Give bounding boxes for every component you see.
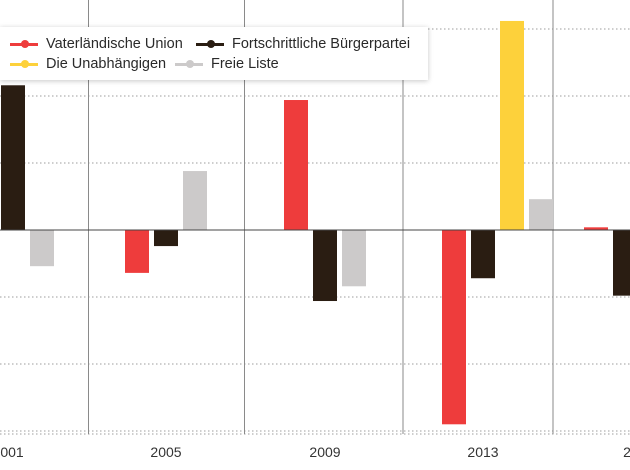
- bar-fortschrittliche-b-rgerpartei-2009[interactable]: [313, 230, 337, 302]
- legend-swatch: [10, 60, 38, 68]
- x-tick-label: 2: [623, 444, 630, 460]
- x-tick-label: 2009: [309, 444, 340, 460]
- legend-swatch: [175, 60, 203, 68]
- bar-fortschrittliche-b-rgerpartei-2017[interactable]: [613, 230, 630, 296]
- x-tick-label: 2005: [150, 444, 181, 460]
- legend-label: Die Unabhängigen: [46, 56, 167, 72]
- bar-freie-liste-2001[interactable]: [30, 230, 54, 267]
- bar-vaterl-ndische-union-2009[interactable]: [284, 100, 308, 231]
- bar-die-unabh-ngigen-2013[interactable]: [500, 20, 524, 231]
- legend-label: Freie Liste: [211, 56, 279, 72]
- gridlines: [0, 28, 630, 435]
- bar-vaterl-ndische-union-2013[interactable]: [442, 230, 466, 425]
- bar-vaterl-ndische-union-2005[interactable]: [125, 230, 149, 273]
- bar-freie-liste-2009[interactable]: [342, 230, 366, 287]
- bar-vaterl-ndische-union-2017[interactable]: [584, 227, 608, 230]
- bar-freie-liste-2013[interactable]: [529, 199, 553, 230]
- legend-swatch: [10, 40, 38, 48]
- bar-fortschrittliche-b-rgerpartei-2005[interactable]: [154, 230, 178, 247]
- bar-fortschrittliche-b-rgerpartei-2013[interactable]: [471, 230, 495, 279]
- bars: [1, 20, 630, 425]
- x-tick-label: 2013: [467, 444, 498, 460]
- x-tick-label: 001: [0, 444, 24, 460]
- x-tick-labels: 001 2005 2009 2013 2: [0, 444, 630, 460]
- legend-item-vaterlaendische-union[interactable]: Vaterländische Union: [10, 36, 183, 52]
- bar-freie-liste-2005[interactable]: [183, 171, 207, 230]
- bar-fortschrittliche-b-rgerpartei-2001[interactable]: [1, 85, 25, 230]
- legend-label: Vaterländische Union: [46, 36, 183, 52]
- legend: Vaterländische Union Fortschrittliche Bü…: [0, 27, 428, 80]
- legend-label: Fortschrittliche Bürgerpartei: [232, 36, 411, 52]
- legend-item-die-unabhaengigen[interactable]: Die Unabhängigen: [10, 56, 166, 72]
- legend-item-fortschrittliche-buergerpartei[interactable]: Fortschrittliche Bürgerpartei: [196, 36, 410, 52]
- legend-swatch: [196, 40, 224, 48]
- legend-item-freie-liste[interactable]: Freie Liste: [175, 56, 279, 72]
